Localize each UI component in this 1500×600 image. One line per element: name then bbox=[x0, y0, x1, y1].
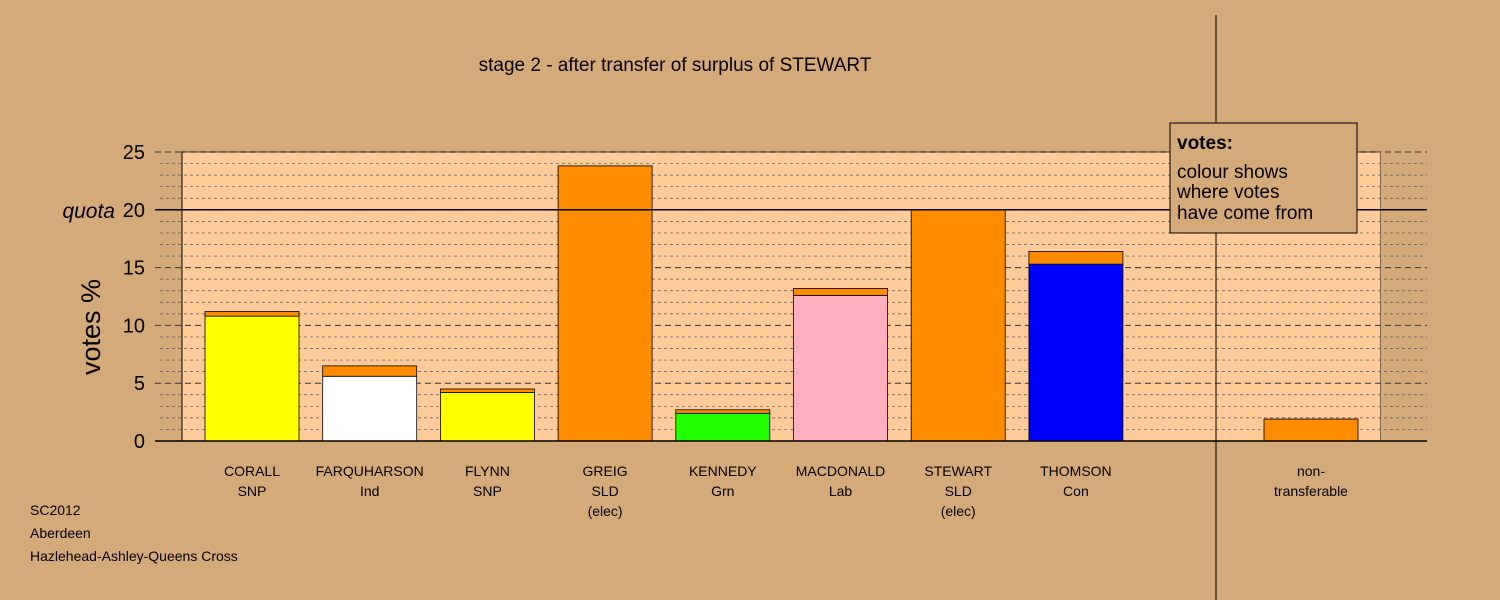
y-tick-labels: 0 5 10 15 20 25 bbox=[123, 142, 145, 453]
bar-flynn-own-votes bbox=[439, 392, 535, 442]
y-axis-label: votes % bbox=[76, 279, 106, 375]
bar-macdonald-transferred-votes bbox=[793, 288, 888, 296]
legend-line-2: where votes bbox=[1176, 182, 1279, 203]
y-tick-label: 25 bbox=[123, 142, 145, 164]
candidate-status: (elec) bbox=[941, 503, 976, 519]
y-tick-label: 15 bbox=[123, 258, 145, 280]
candidate-party: SNP bbox=[238, 483, 267, 499]
candidate-name: MACDONALD bbox=[796, 463, 885, 479]
bars bbox=[204, 165, 1359, 442]
footer-election: SC2012 bbox=[30, 502, 81, 518]
legend-line-1: colour shows bbox=[1177, 162, 1288, 183]
x-tick-labels: CORALL SNP FARQUHARSON Ind FLYNN SNP GREIG SLD (… bbox=[224, 463, 1348, 519]
bar-thomson-own-votes bbox=[1028, 263, 1124, 442]
candidate-party: Grn bbox=[711, 483, 734, 499]
bar-kennedy-own-votes bbox=[675, 412, 771, 442]
legend: votes: colour shows where votes have com… bbox=[1169, 122, 1358, 234]
bar-stewart-own-votes bbox=[910, 209, 1006, 442]
candidate-party: SLD bbox=[945, 483, 972, 499]
candidate-name: GREIG bbox=[583, 463, 628, 479]
bar-macdonald-own-votes bbox=[793, 294, 888, 442]
bar-nontransferable-own-votes bbox=[1263, 418, 1359, 442]
y-tick-label: 10 bbox=[123, 315, 145, 337]
chart-title: stage 2 - after transfer of surplus of S… bbox=[479, 55, 872, 76]
candidate-party: Con bbox=[1063, 483, 1089, 499]
candidate-party: SLD bbox=[591, 483, 618, 499]
y-tick-label: 5 bbox=[134, 373, 145, 395]
footer-ward: Hazlehead-Ashley-Queens Cross bbox=[30, 548, 238, 564]
legend-title: votes: bbox=[1177, 133, 1233, 154]
legend-line-3: have come from bbox=[1177, 203, 1313, 224]
y-tick-label: 0 bbox=[134, 431, 145, 453]
candidate-name: STEWART bbox=[924, 463, 992, 479]
y-tick-label: 20 bbox=[123, 200, 145, 222]
bar-corall-own-votes bbox=[204, 315, 300, 442]
bar-farquharson-transferred-votes bbox=[322, 365, 418, 377]
bar-kennedy-transferred-votes bbox=[675, 409, 771, 414]
legend-box bbox=[1169, 122, 1358, 234]
candidate-name: FLYNN bbox=[465, 463, 510, 479]
candidate-name: KENNEDY bbox=[689, 463, 757, 479]
bar-flynn-transferred-votes bbox=[439, 388, 535, 393]
candidate-party: SNP bbox=[473, 483, 502, 499]
candidate-name: FARQUHARSON bbox=[316, 463, 424, 479]
candidate-name: THOMSON bbox=[1040, 463, 1112, 479]
quota-label: quota bbox=[62, 200, 115, 223]
bar-thomson-transferred-votes bbox=[1028, 251, 1124, 265]
plot-area-right-extension bbox=[1381, 152, 1427, 441]
footer: SC2012 Aberdeen Hazlehead-Ashley-Queens … bbox=[30, 499, 238, 568]
candidate-name: CORALL bbox=[224, 463, 280, 479]
bar-farquharson-own-votes bbox=[322, 375, 418, 442]
bar-greig-own-votes bbox=[557, 165, 653, 442]
bar-corall-transferred-votes bbox=[204, 311, 300, 317]
footer-council: Aberdeen bbox=[30, 525, 91, 541]
nontransferable-label-2: transferable bbox=[1274, 483, 1348, 499]
candidate-party: Lab bbox=[829, 483, 853, 499]
candidate-party: Ind bbox=[360, 483, 379, 499]
candidate-status: (elec) bbox=[588, 503, 623, 519]
nontransferable-label-1: non- bbox=[1297, 463, 1325, 479]
